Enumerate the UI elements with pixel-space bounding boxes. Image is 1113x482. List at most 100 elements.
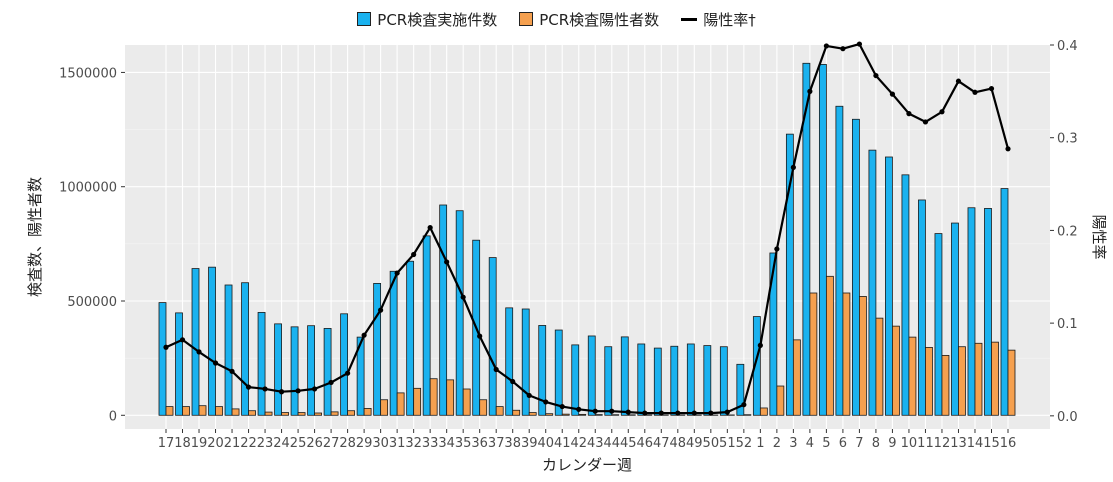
bar-tests [984,208,992,416]
x-tick-label: 10 [901,436,918,451]
y2-tick-label: 0.0 [1057,410,1078,425]
rate-point [212,360,219,366]
bar-tests [951,222,959,416]
x-tick-label: 35 [455,436,472,451]
rate-point [592,408,598,414]
bar-positives [281,412,289,416]
rate-point [609,408,615,414]
bar-tests [356,336,365,416]
bar-tests [455,210,464,416]
bar-positives [182,406,190,416]
bar-positives [363,408,372,416]
bar-positives [446,379,455,416]
y-axis-title: 検査数、陽性者数 [26,177,44,297]
x-tick-label: 11 [917,436,934,451]
bar-tests [373,282,382,416]
x-tick-label: 2 [773,436,781,451]
legend-item-positives: PCR検査陽性者数 [519,9,659,30]
x-tick-label: 25 [290,436,307,451]
rate-point [757,342,763,348]
rate-point [889,91,896,97]
bar-tests [785,133,794,416]
x-tick-label: 22 [240,436,257,451]
y2-tick-label: 0.1 [1057,317,1078,332]
rate-point [179,337,186,343]
rate-point [278,389,285,395]
bar-positives [941,354,950,416]
legend: PCR検査実施件数 PCR検査陽性者数 陽性率† [0,6,1113,32]
rate-point [972,89,978,95]
bar-tests [918,199,926,416]
bar-positives [198,405,207,416]
bar-positives [611,414,620,416]
x-tick-label: 6 [839,436,847,451]
bar-positives [776,385,785,416]
bar-positives [396,392,405,416]
bars [158,62,1016,416]
x-tick-label: 28 [339,436,356,451]
rate-point [477,333,483,339]
rate-point [625,409,631,415]
x-tick-label: 52 [736,436,753,451]
bar-positives [925,346,933,416]
bar-tests [191,268,200,416]
legend-swatch-rate [681,17,698,21]
x-tick-label: 32 [405,436,422,451]
bar-tests [274,323,282,416]
legend-label-rate: 陽性率† [703,10,756,29]
bar-positives [578,413,587,416]
rate-point [642,410,648,416]
bar-tests [571,344,580,416]
bar-tests [637,343,646,416]
legend-label-tests: PCR検査実施件数 [377,10,498,29]
rate-point [559,403,565,410]
bar-positives [892,325,900,416]
x-tick-label: 16 [1000,436,1017,451]
bar-tests [439,204,448,416]
x-tick-label: 38 [504,436,521,451]
x-tick-label: 20 [207,436,224,451]
bar-tests [290,326,299,416]
y-tick-label: 500000 [67,295,117,310]
bar-positives [792,339,801,416]
x-tick-label: 24 [273,436,290,451]
x-tick-label: 29 [356,436,373,451]
bar-tests [389,270,398,416]
x-tick-label: 18 [174,436,191,451]
bar-tests [604,346,613,416]
y2-axis: 0.0 0.1 0.2 0.3 0.4 [1050,39,1078,425]
bar-positives [231,408,240,416]
bar-tests [241,282,249,416]
x-tick-label: 5 [822,436,830,451]
rate-point [295,388,301,394]
bar-tests [752,316,761,416]
rate-point [724,409,730,415]
x-tick-label: 51 [719,436,736,451]
bar-positives [875,317,884,416]
x-tick-label: 41 [554,436,571,451]
rate-point [658,410,664,416]
rate-point [493,366,499,373]
legend-swatch-tests [357,12,372,26]
bar-positives [413,387,422,416]
rate-point [345,370,351,376]
x-tick-label: 27 [323,436,340,451]
bar-positives [165,406,174,416]
bar-tests [686,343,695,416]
bar-tests [224,284,233,416]
rate-point [394,270,400,276]
bar-tests [703,345,712,416]
x-tick-label: 39 [521,436,538,451]
rate-point [922,119,929,125]
x-tick-label: 31 [389,436,406,451]
bar-positives [264,411,273,416]
bar-tests [158,302,167,416]
rate-point [741,402,747,408]
rate-point [790,164,796,170]
rate-point [411,251,417,258]
rate-point [988,85,995,92]
rate-point [427,225,433,231]
x-tick-label: 30 [372,436,389,451]
rate-point [460,294,466,300]
